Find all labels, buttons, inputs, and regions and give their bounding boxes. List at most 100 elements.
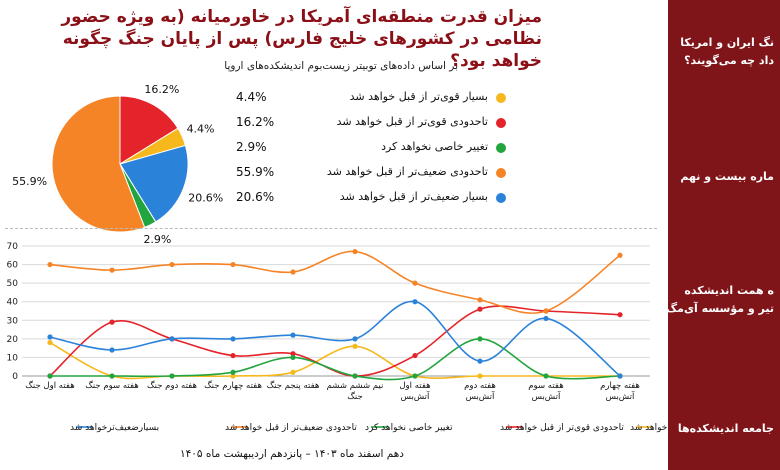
pie-value-label: 2.9%	[143, 233, 171, 246]
pie-slice-somewhat_stronger	[119, 95, 179, 165]
pie-value-label: 16.2%	[144, 83, 179, 96]
data-point-somewhat_weaker	[477, 297, 483, 303]
pie-legend-label: تاحدودی ضعیف‌تر از قبل خواهد شد	[326, 165, 488, 178]
legend-dot-icon	[496, 93, 506, 103]
y-tick-label: 20	[7, 335, 19, 345]
pie-slice-somewhat_weaker	[51, 95, 146, 233]
pie-legend-item: 4.4% بسیار قوی‌تر از قبل خواهد شد	[236, 88, 536, 108]
pie-value-label: 20.6%	[188, 191, 223, 204]
pie-legend-label: بسیار ضعیف‌تر از قبل خواهد شد	[339, 190, 488, 203]
x-tick-label: هفته اول	[399, 381, 430, 391]
x-tick-label: هفته سوم	[528, 381, 563, 391]
data-point-somewhat_weaker	[230, 261, 236, 268]
data-point-very_strong	[47, 339, 53, 346]
x-tick-label: هفته اول جنگ	[25, 380, 74, 391]
legend-dot-icon	[496, 193, 506, 203]
sidebar-item-2[interactable]: ه همت اندیشکده تیر و مؤسسه آی‌مگ	[668, 282, 774, 318]
y-tick-label: 30	[7, 316, 19, 326]
main-panel: میزان قدرت منطقه‌ای آمریکا در خاورمیانه …	[5, 7, 668, 460]
data-point-no_change	[47, 373, 53, 379]
pie-chart: 16.2% 4.4% 20.6% 2.9% 55.9%	[12, 83, 223, 246]
data-point-no_change	[352, 373, 358, 379]
data-point-somewhat_weaker	[47, 261, 53, 268]
data-point-no_change	[290, 354, 296, 361]
y-tick-label: 50	[7, 279, 19, 289]
pie-legend-label: تغییر خاصی نخواهد کرد	[381, 140, 488, 153]
y-tick-label: 70	[7, 242, 19, 252]
line-chart: 0 10 20 30 40 50 60 70 هفته اول جنگ هفته سوم جنگ ه…	[7, 242, 668, 433]
data-point-somewhat_stronger	[477, 306, 483, 312]
data-point-much_weaker	[109, 347, 115, 353]
x-tick-label: جنگ	[347, 391, 362, 402]
legend-dot-icon	[496, 168, 506, 178]
pie-value-label: 55.9%	[12, 175, 47, 188]
y-tick-label: 40	[7, 298, 19, 308]
sidebar-item-label: ماره بیست و نهم	[680, 170, 774, 183]
data-point-no_change	[543, 373, 549, 379]
line-legend-label: تغییر خاصی نخواهد کرد	[365, 423, 453, 433]
data-point-much_weaker	[477, 358, 483, 364]
x-tick-label: هفته پنجم جنگ	[267, 380, 320, 391]
data-point-much_weaker	[543, 315, 549, 322]
pie-legend-item: 55.9% تاحدودی ضعیف‌تر از قبل خواهد شد	[236, 163, 536, 183]
pie-legend-label: تاحدودی قوی‌تر از قبل خواهد شد	[336, 115, 488, 128]
pie-legend-value: 20.6%	[236, 190, 275, 204]
data-point-somewhat_stronger	[230, 352, 236, 359]
section-divider	[5, 228, 657, 229]
data-point-no_change	[412, 373, 418, 379]
sidebar-item-1[interactable]: ماره بیست و نهم	[680, 168, 774, 186]
series-line-somewhat_weaker	[49, 250, 621, 314]
data-point-much_weaker	[352, 336, 358, 342]
x-tick-label: آتش‌بس	[606, 390, 635, 402]
x-tick-label: هفته دوم جنگ	[147, 380, 197, 391]
y-tick-label: 10	[7, 353, 19, 363]
pie-legend-label: بسیار قوی‌تر از قبل خواهد شد	[349, 90, 488, 103]
sidebar-item-label: جامعه اندیشکده‌ها	[677, 422, 774, 435]
data-point-no_change	[477, 336, 483, 342]
x-tick-label: آتش‌بس	[532, 390, 561, 402]
data-point-somewhat_weaker	[543, 308, 549, 314]
data-point-much_weaker	[617, 373, 623, 379]
data-point-much_weaker	[412, 299, 418, 305]
data-point-very_strong	[230, 373, 236, 379]
data-point-somewhat_weaker	[617, 252, 623, 258]
data-point-much_weaker	[290, 332, 296, 338]
data-point-somewhat_weaker	[352, 248, 358, 255]
page-subtitle: بر اساس داده‌های توبیتر زیست‌بوم اندیشکد…	[224, 60, 458, 72]
x-tick-label: آتش‌بس	[466, 390, 495, 402]
series-line-no_change	[50, 338, 621, 381]
sidebar-item-0[interactable]: نگ ایران و امریکا داد چه می‌گویند؟	[680, 34, 774, 70]
data-point-no_change	[230, 369, 236, 375]
x-tick-label: آتش‌بس	[401, 390, 430, 402]
y-tick-label: 0	[12, 372, 18, 382]
data-point-somewhat_weaker	[109, 267, 115, 273]
page-title: میزان قدرت منطقه‌ای آمریکا در خاورمیانه …	[61, 7, 542, 71]
x-tick-label: نیم ششم ششم	[327, 381, 384, 391]
sidebar: نگ ایران و امریکا داد چه می‌گویند؟ ماره …	[668, 0, 780, 470]
line-legend-label: تاحدودی ضعیف‌تر از قبل خواهد شد	[225, 423, 357, 433]
data-point-much_weaker	[230, 336, 236, 342]
data-point-somewhat_stronger	[617, 312, 623, 318]
sidebar-item-3[interactable]: جامعه اندیشکده‌ها	[678, 420, 774, 438]
data-point-very_strong	[352, 343, 358, 349]
x-tick-label: هفته دوم	[464, 381, 496, 391]
data-point-much_weaker	[169, 336, 175, 342]
data-point-much_weaker	[47, 334, 53, 340]
data-point-somewhat_stronger	[412, 352, 418, 359]
pie-legend-item: 16.2% تاحدودی قوی‌تر از قبل خواهد شد	[236, 113, 536, 133]
sidebar-item-label: ه همت اندیشکده تیر و مؤسسه آی‌مگ	[668, 284, 774, 315]
pie-legend-value: 4.4%	[236, 90, 267, 104]
data-point-very_strong	[477, 373, 483, 379]
data-point-very_strong	[290, 369, 296, 375]
pie-legend-value: 16.2%	[236, 115, 275, 129]
x-tick-label: هفته چهارم	[600, 381, 640, 391]
y-tick-label: 60	[7, 261, 19, 271]
legend-dot-icon	[496, 118, 506, 128]
pie-legend-item: 2.9% تغییر خاصی نخواهد کرد	[236, 138, 536, 158]
data-point-somewhat_weaker	[169, 261, 175, 268]
x-tick-label: هفته چهارم جنگ	[204, 380, 262, 391]
pie-value-label: 4.4%	[187, 123, 215, 136]
data-point-somewhat_stronger	[109, 319, 115, 325]
data-point-no_change	[109, 373, 115, 379]
data-point-somewhat_stronger	[290, 351, 296, 357]
